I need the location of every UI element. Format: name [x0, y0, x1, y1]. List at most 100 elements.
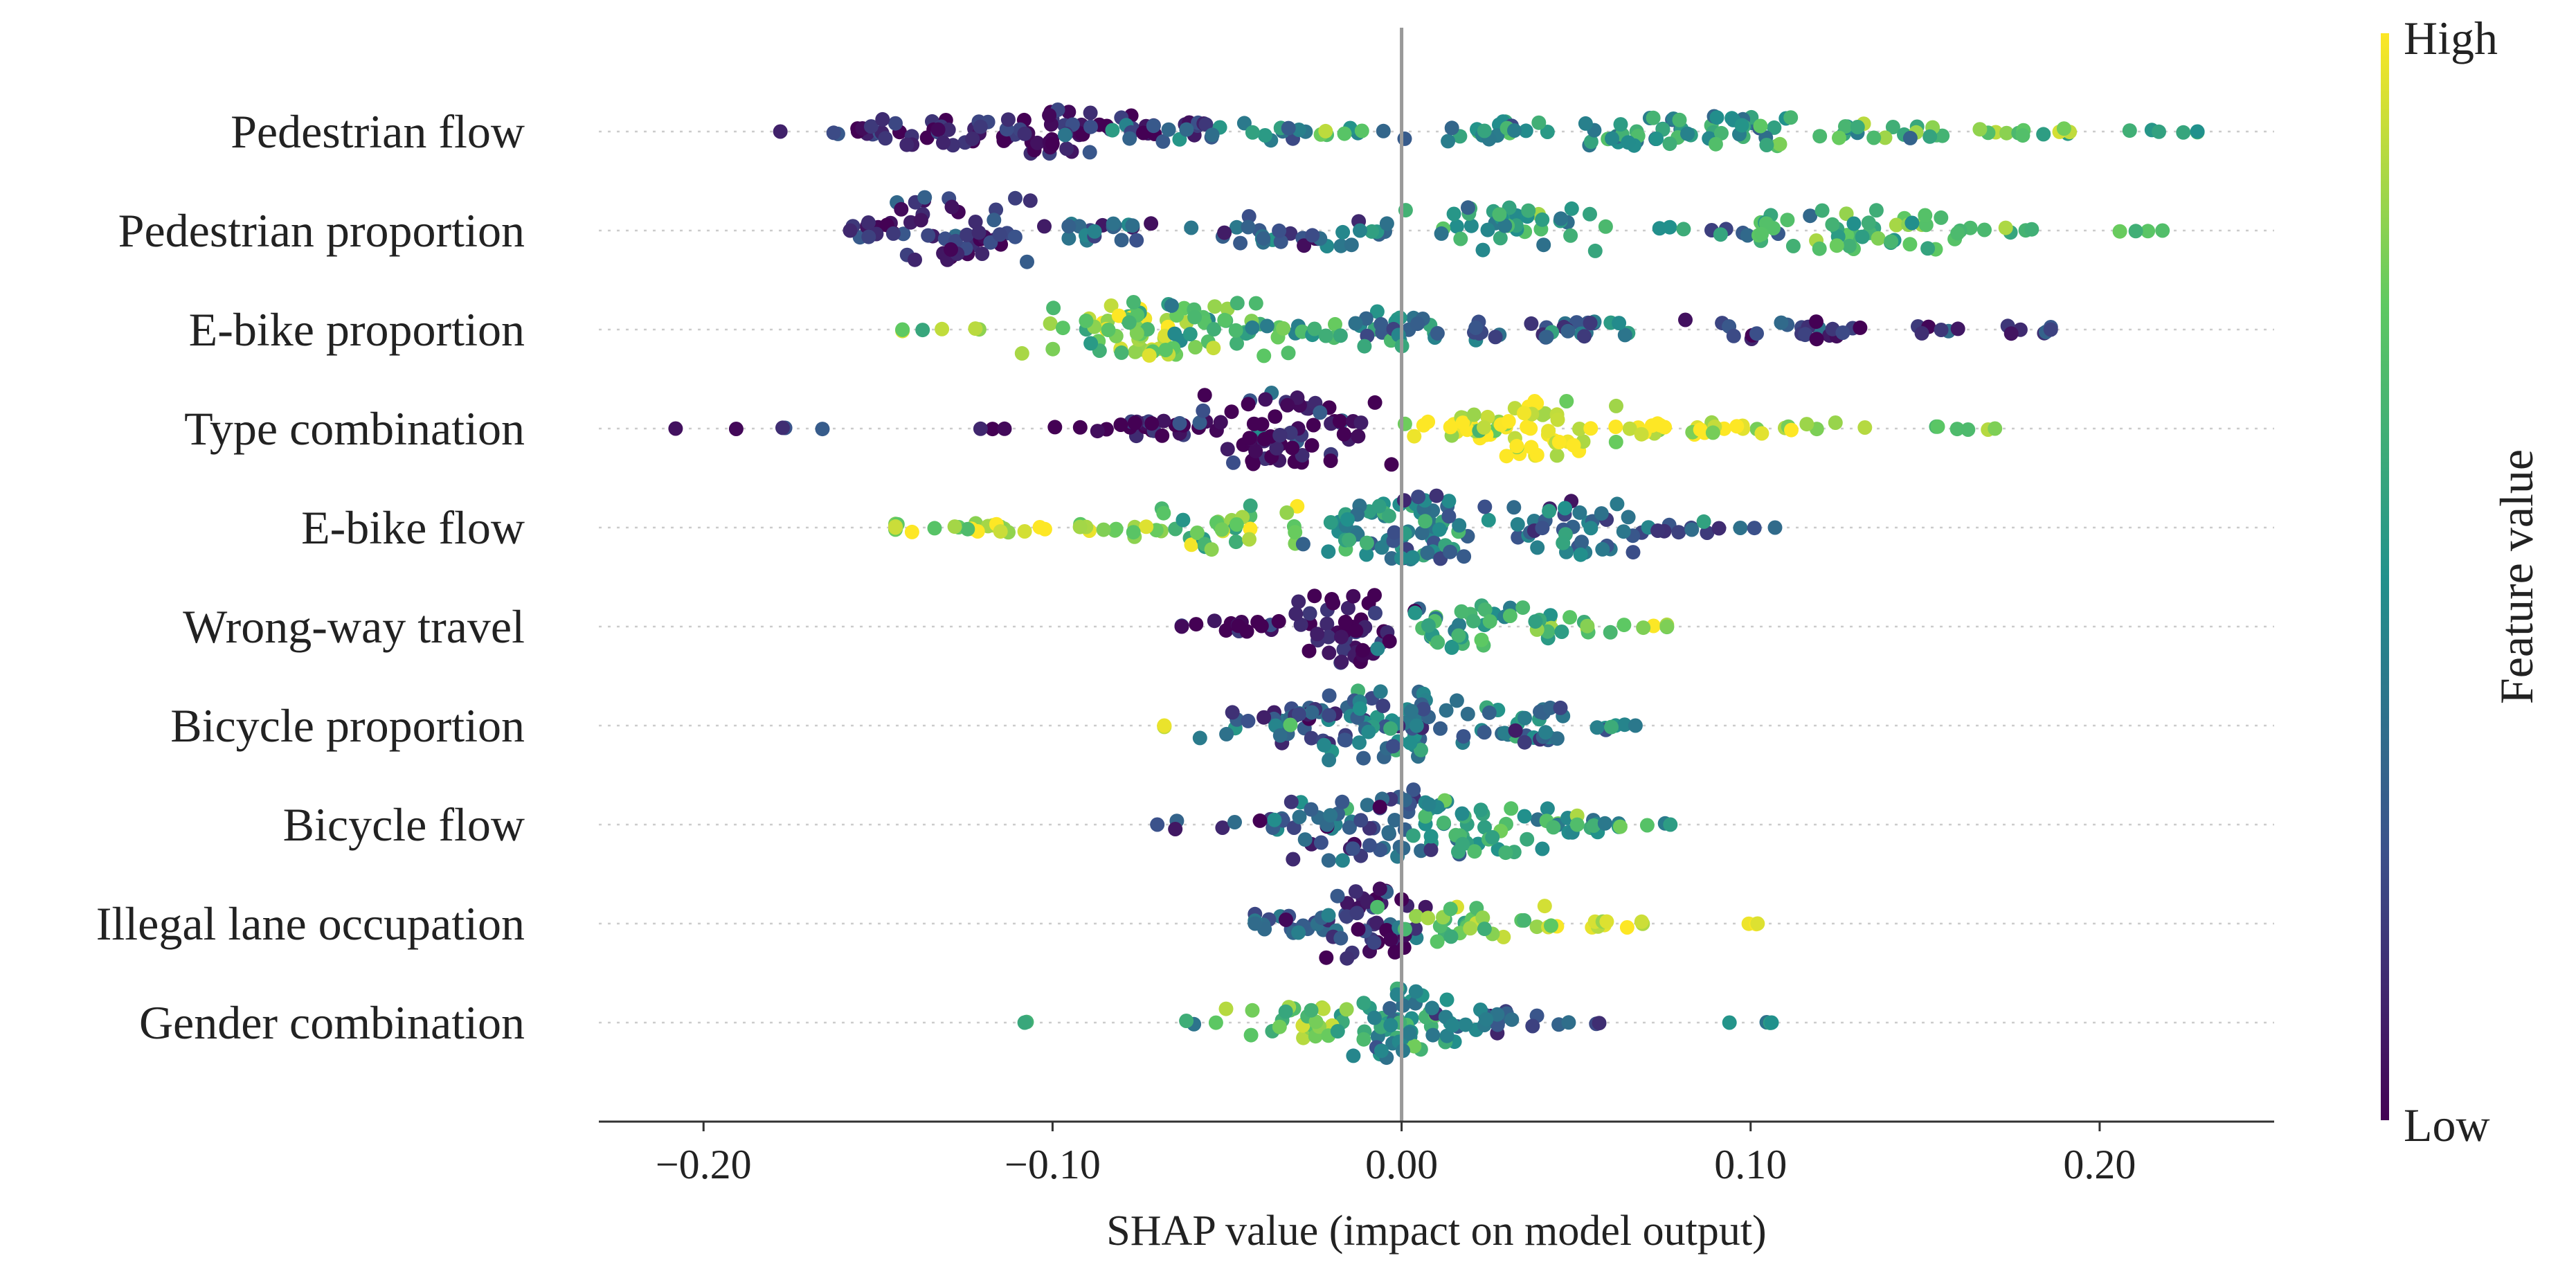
- shap-point: [1108, 521, 1124, 537]
- shap-point: [1558, 501, 1573, 516]
- shap-point: [1705, 425, 1720, 440]
- shap-point: [2112, 224, 2127, 239]
- shap-point: [1376, 699, 1391, 713]
- shap-point: [1714, 125, 1729, 141]
- shap-point: [1342, 820, 1357, 835]
- shap-point: [1497, 218, 1513, 233]
- shap-point: [1544, 918, 1558, 933]
- shap-point: [1535, 521, 1550, 536]
- shap-point: [1337, 126, 1352, 141]
- shap-point: [875, 111, 890, 127]
- shap-point: [1477, 420, 1491, 435]
- shap-point: [1383, 721, 1398, 736]
- shap-point: [1418, 899, 1433, 915]
- shap-point: [1318, 328, 1333, 343]
- shap-point: [1659, 619, 1675, 634]
- shap-point: [1423, 829, 1439, 844]
- shap-point: [1316, 1001, 1331, 1016]
- shap-point: [1351, 922, 1366, 937]
- shap-point: [1397, 131, 1412, 146]
- shap-point: [1750, 916, 1765, 931]
- shap-point: [1466, 613, 1481, 629]
- shap-point: [1608, 420, 1623, 434]
- shap-point: [1030, 135, 1045, 150]
- shap-point: [1383, 1018, 1398, 1033]
- shap-point: [1079, 313, 1094, 328]
- shap-point: [1803, 208, 1818, 224]
- shap-point: [1332, 413, 1347, 429]
- shap-point: [1128, 344, 1143, 359]
- shap-point: [968, 321, 983, 336]
- shap-point: [1455, 836, 1470, 852]
- shap-point: [1204, 542, 1219, 557]
- feature-label: Bicycle proportion: [170, 699, 525, 752]
- shap-point: [1409, 908, 1424, 924]
- shap-point: [1430, 934, 1445, 949]
- colorbar-high-label: High: [2404, 12, 2498, 64]
- shap-point: [1353, 415, 1369, 431]
- shap-point: [1466, 407, 1481, 422]
- shap-point: [1208, 1015, 1223, 1030]
- shap-point: [1608, 434, 1623, 449]
- shap-point: [1949, 422, 1965, 437]
- shap-point: [1977, 222, 1992, 237]
- shap-point: [1245, 320, 1260, 335]
- shap-point: [1517, 809, 1532, 824]
- shap-point: [1650, 416, 1665, 431]
- shap-point: [1430, 635, 1445, 650]
- shap-point: [1323, 453, 1338, 468]
- shap-point: [1709, 110, 1724, 125]
- shap-point: [1650, 523, 1666, 538]
- beeswarm-points: [668, 102, 2205, 1066]
- shap-point: [1498, 845, 1513, 861]
- shap-point: [1346, 588, 1361, 604]
- shap-point: [1451, 628, 1466, 643]
- shap-point: [1367, 1010, 1382, 1025]
- shap-point: [1241, 209, 1257, 224]
- shap-point: [728, 422, 744, 436]
- shap-point: [1046, 300, 1061, 316]
- shap-point: [1334, 629, 1349, 645]
- shap-point: [1530, 540, 1545, 555]
- shap-point: [1780, 213, 1795, 228]
- shap-point: [1463, 921, 1478, 936]
- shap-point: [1619, 920, 1634, 935]
- shap-point: [1361, 724, 1376, 739]
- shap-point: [2128, 224, 2143, 239]
- shap-point: [895, 322, 910, 337]
- shap-point: [1678, 312, 1693, 327]
- shap-point: [1174, 619, 1189, 634]
- shap-point: [1362, 838, 1377, 853]
- feature-gridlines: [599, 130, 2274, 1024]
- shap-point: [1374, 540, 1389, 555]
- x-tick-label: 0.10: [1714, 1142, 1787, 1187]
- shap-point: [1433, 721, 1448, 736]
- shap-point: [1809, 314, 1823, 330]
- shap-point: [894, 201, 909, 217]
- shap-point: [1252, 813, 1268, 828]
- shap-point: [1700, 525, 1715, 540]
- shap-point: [1549, 448, 1565, 463]
- shap-point: [904, 524, 919, 539]
- shap-point: [1272, 428, 1288, 443]
- shap-point: [1229, 219, 1244, 235]
- shap-point: [1367, 935, 1382, 950]
- colorbar: High Low Feature value: [2381, 12, 2543, 1151]
- shap-point: [1850, 120, 1865, 134]
- shap-point: [1599, 914, 1614, 929]
- shap-point: [1304, 730, 1319, 746]
- shap-point: [1622, 421, 1637, 436]
- shap-point: [1371, 498, 1387, 514]
- shap-point: [668, 421, 683, 436]
- shap-point: [1540, 801, 1555, 816]
- shap-point: [1168, 822, 1183, 836]
- shap-point: [1461, 200, 1475, 215]
- shap-point: [1772, 136, 1787, 152]
- shap-point: [1425, 1027, 1441, 1043]
- shap-point: [1302, 606, 1317, 621]
- shap-point: [1043, 316, 1058, 331]
- shap-point: [1225, 705, 1240, 720]
- x-tick-label: −0.10: [1005, 1142, 1101, 1187]
- shap-point: [1407, 605, 1423, 620]
- shap-point: [1357, 339, 1372, 354]
